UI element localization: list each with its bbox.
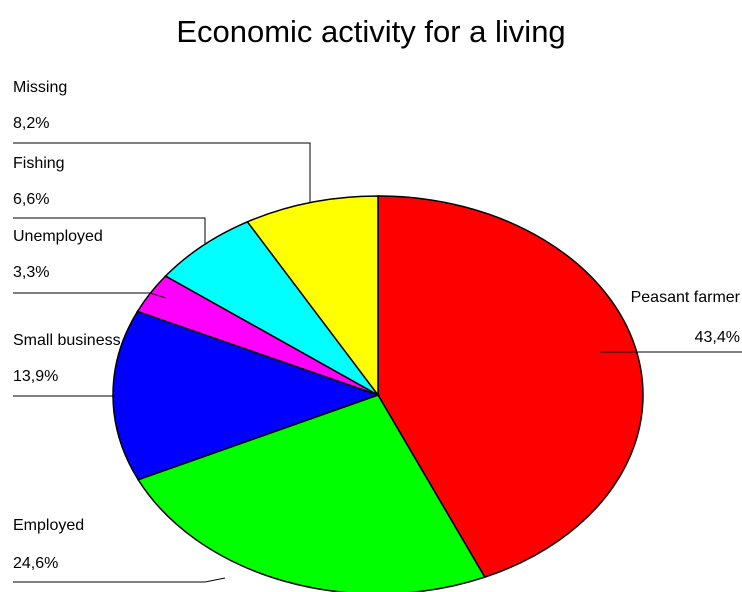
pie-slice [377, 195, 644, 579]
chart-title: Economic activity for a living [176, 14, 565, 49]
pie-slice [246, 195, 379, 398]
leader-line [13, 577, 226, 583]
leader-line [13, 292, 167, 299]
slice-value-label: 6,6% [13, 191, 49, 208]
slice-value-label: 24,6% [13, 555, 58, 572]
slice-label: Fishing [13, 155, 65, 172]
slice-label: Missing [13, 79, 67, 96]
slice-label: Peasant farmer [631, 289, 741, 306]
pie-slice [164, 220, 379, 396]
slice-value-label: 8,2% [13, 115, 49, 132]
slice-value-label: 3,3% [13, 264, 49, 281]
slice-value-label: 13,9% [13, 368, 58, 385]
slice-label: Employed [13, 517, 84, 534]
leader-line [13, 142, 311, 203]
slice-label: Unemployed [13, 228, 103, 245]
pie-slice [137, 394, 486, 592]
leader-line [13, 217, 206, 245]
slice-label: Small business [13, 332, 121, 349]
slice-value-label: 43,4% [695, 329, 740, 346]
